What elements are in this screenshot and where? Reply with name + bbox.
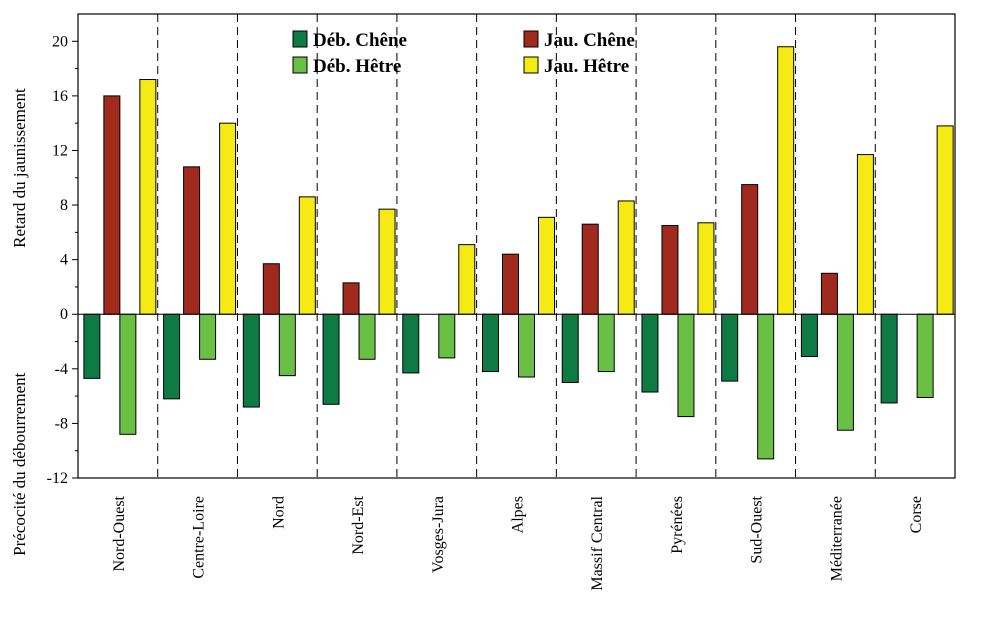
bar-jau-ch-ne-5: [503, 254, 519, 314]
bar-d-b-h-tre-3: [359, 314, 375, 359]
bar-d-b-h-tre-7: [678, 314, 694, 416]
x-category-label: Nord-Ouest: [111, 495, 128, 571]
bar-d-b-ch-ne-8: [722, 314, 738, 381]
bar-jau-h-tre-5: [539, 217, 555, 314]
bar-d-b-ch-ne-5: [483, 314, 499, 371]
bar-d-b-h-tre-0: [120, 314, 136, 434]
bar-d-b-ch-ne-4: [403, 314, 419, 373]
bar-jau-h-tre-9: [857, 155, 873, 315]
y-axis-title-bottom: Précocité du débourrement: [10, 372, 29, 555]
legend-label: Jau. Hêtre: [544, 56, 629, 77]
bars: [84, 47, 953, 459]
x-category-label: Centre-Loire: [191, 496, 208, 579]
bar-d-b-ch-ne-3: [323, 314, 339, 404]
bar-d-b-h-tre-4: [439, 314, 455, 358]
y-tick-label: -8: [55, 415, 68, 432]
bar-jau-h-tre-4: [459, 245, 475, 315]
bar-d-b-h-tre-2: [279, 314, 295, 375]
bar-jau-ch-ne-7: [662, 226, 678, 315]
x-category-label: Sud-Ouest: [749, 495, 766, 563]
bar-d-b-ch-ne-2: [243, 314, 259, 407]
legend-swatch: [293, 31, 307, 47]
bar-jau-h-tre-0: [140, 80, 156, 315]
y-tick-label: 12: [52, 142, 68, 159]
bar-d-b-h-tre-8: [758, 314, 774, 459]
bar-jau-ch-ne-8: [742, 185, 758, 315]
bar-d-b-ch-ne-7: [642, 314, 658, 392]
x-category-label: Corse: [908, 496, 925, 533]
bar-jau-ch-ne-1: [184, 167, 200, 314]
x-category-label: Pyrénées: [669, 496, 686, 554]
y-tick-label: -4: [55, 361, 68, 378]
x-category-label: Méditerranée: [828, 496, 845, 581]
legend-swatch: [293, 57, 307, 73]
legend-swatch: [524, 57, 538, 73]
bar-d-b-ch-ne-0: [84, 314, 100, 378]
bar-d-b-ch-ne-10: [881, 314, 897, 403]
y-tick-label: -12: [47, 470, 68, 487]
bar-d-b-ch-ne-9: [801, 314, 817, 356]
bar-d-b-ch-ne-6: [562, 314, 578, 382]
bar-d-b-h-tre-6: [598, 314, 614, 371]
bar-jau-h-tre-10: [937, 126, 953, 314]
bar-jau-ch-ne-2: [263, 264, 279, 314]
legend-label: Déb. Hêtre: [313, 56, 401, 77]
x-category-label: Nord-Est: [350, 495, 367, 554]
bar-jau-h-tre-3: [379, 209, 395, 314]
bar-jau-h-tre-7: [698, 223, 714, 314]
bar-d-b-h-tre-1: [200, 314, 216, 359]
x-category-label: Massif Central: [589, 495, 606, 590]
bar-jau-h-tre-2: [299, 197, 315, 314]
legend-swatch: [524, 31, 538, 47]
legend-label: Jau. Chêne: [544, 30, 635, 51]
x-category-label: Vosges-Jura: [430, 496, 447, 573]
y-axis: -12 -8 -4 0 4 8 12 16 20: [47, 33, 78, 487]
y-tick-label: 8: [60, 197, 68, 214]
bar-jau-h-tre-6: [618, 201, 634, 314]
plot-frame: [78, 14, 955, 478]
y-tick-label: 16: [52, 88, 68, 105]
bar-d-b-h-tre-10: [917, 314, 933, 397]
bar-d-b-h-tre-9: [837, 314, 853, 430]
x-axis: Nord-Ouest Centre-Loire Nord Nord-Est Vosges…: [111, 495, 925, 590]
legend: Déb. Chêne Jau. Chêne Déb. Hêtre Jau. Hêtre: [293, 30, 635, 77]
bar-d-b-ch-ne-1: [164, 314, 180, 399]
bar-jau-h-tre-1: [220, 123, 236, 314]
x-category-label: Nord: [270, 496, 287, 529]
y-axis-title-top: Retard du jaunissement: [10, 88, 29, 248]
bar-jau-ch-ne-0: [104, 96, 120, 314]
y-tick-label: 20: [52, 33, 68, 50]
bar-jau-ch-ne-6: [582, 224, 598, 314]
legend-label: Déb. Chêne: [313, 30, 407, 51]
bar-jau-ch-ne-9: [821, 273, 837, 314]
y-tick-label: 4: [60, 252, 68, 269]
bar-jau-ch-ne-3: [343, 283, 359, 314]
bar-d-b-h-tre-5: [519, 314, 535, 377]
bar-jau-h-tre-8: [778, 47, 794, 314]
y-tick-label: 0: [60, 306, 68, 323]
x-category-label: Alpes: [510, 496, 527, 533]
